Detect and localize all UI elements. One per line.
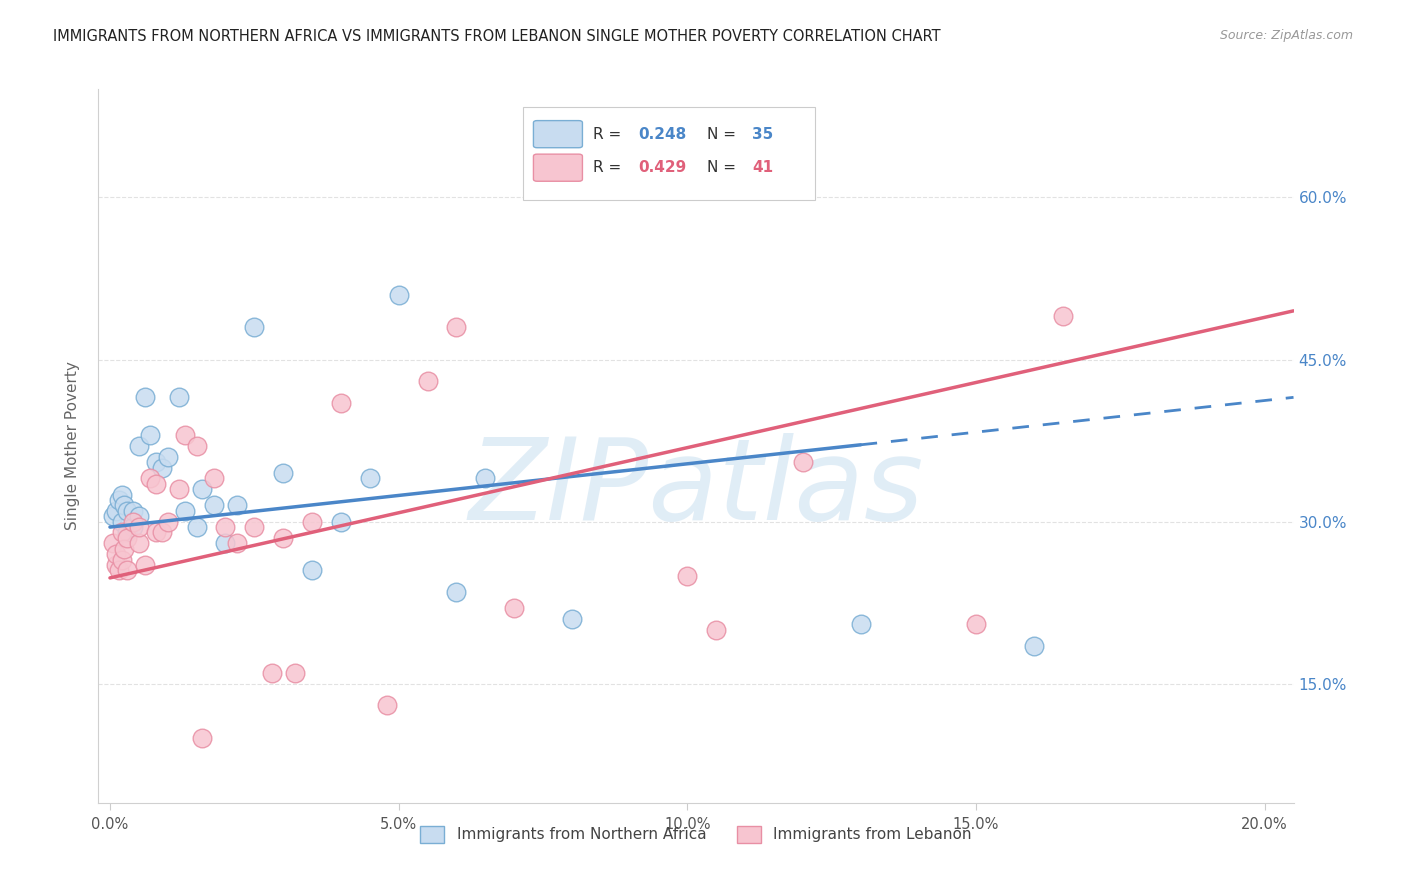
Point <box>561 612 583 626</box>
Point <box>139 471 162 485</box>
Point <box>191 482 214 496</box>
Point <box>156 450 179 464</box>
Text: 0.429: 0.429 <box>638 161 688 175</box>
Point <box>243 320 266 334</box>
Point <box>117 563 139 577</box>
Point <box>156 515 179 529</box>
Point <box>139 428 162 442</box>
Point <box>202 499 225 513</box>
Point <box>214 520 236 534</box>
Point <box>226 499 249 513</box>
Point <box>388 287 411 301</box>
Point <box>965 617 987 632</box>
FancyBboxPatch shape <box>533 120 582 148</box>
Point <box>145 476 167 491</box>
Text: N =: N = <box>707 161 741 175</box>
Point <box>117 525 139 540</box>
Point <box>112 499 135 513</box>
Point <box>271 466 294 480</box>
Point <box>110 525 132 540</box>
Point <box>110 488 132 502</box>
Y-axis label: Single Mother Poverty: Single Mother Poverty <box>65 361 80 531</box>
Point <box>260 666 283 681</box>
Point <box>128 536 150 550</box>
Point <box>446 585 468 599</box>
Point <box>104 558 127 572</box>
Point <box>359 471 381 485</box>
Point <box>619 169 641 183</box>
Point <box>676 568 699 582</box>
Text: R =: R = <box>593 161 626 175</box>
Point <box>792 455 814 469</box>
Point <box>134 558 156 572</box>
Point <box>101 536 124 550</box>
Point <box>226 536 249 550</box>
Point <box>474 471 496 485</box>
Text: Source: ZipAtlas.com: Source: ZipAtlas.com <box>1219 29 1353 42</box>
Point <box>174 428 197 442</box>
Point <box>101 509 124 524</box>
Point <box>150 460 173 475</box>
Point <box>301 515 323 529</box>
Point <box>104 547 127 561</box>
Point <box>110 515 132 529</box>
Point <box>122 515 145 529</box>
Point <box>301 563 323 577</box>
Point <box>112 541 135 556</box>
Point <box>375 698 398 713</box>
Point <box>107 563 129 577</box>
Point <box>214 536 236 550</box>
Point <box>167 390 190 404</box>
Point <box>167 482 190 496</box>
Point <box>704 623 727 637</box>
Point <box>186 520 208 534</box>
Point <box>186 439 208 453</box>
Text: R =: R = <box>593 127 626 142</box>
Point <box>329 396 352 410</box>
Point <box>329 515 352 529</box>
Legend: Immigrants from Northern Africa, Immigrants from Lebanon: Immigrants from Northern Africa, Immigra… <box>413 820 979 848</box>
Point <box>145 455 167 469</box>
Point <box>191 731 214 745</box>
Point <box>134 390 156 404</box>
Point <box>145 525 167 540</box>
Point <box>128 439 150 453</box>
Point <box>271 531 294 545</box>
Point <box>150 525 173 540</box>
Point <box>243 520 266 534</box>
FancyBboxPatch shape <box>523 107 815 200</box>
FancyBboxPatch shape <box>533 154 582 181</box>
Point <box>122 520 145 534</box>
Point <box>128 520 150 534</box>
Point <box>122 504 145 518</box>
Point <box>174 504 197 518</box>
Text: 0.248: 0.248 <box>638 127 688 142</box>
Point <box>104 504 127 518</box>
Point <box>107 493 129 508</box>
Text: ZIPatlas: ZIPatlas <box>468 434 924 544</box>
Text: 41: 41 <box>752 161 773 175</box>
Point <box>1022 639 1045 653</box>
Text: N =: N = <box>707 127 741 142</box>
Point <box>110 552 132 566</box>
Point <box>128 509 150 524</box>
Text: IMMIGRANTS FROM NORTHERN AFRICA VS IMMIGRANTS FROM LEBANON SINGLE MOTHER POVERTY: IMMIGRANTS FROM NORTHERN AFRICA VS IMMIG… <box>53 29 941 44</box>
Point <box>284 666 307 681</box>
Text: 35: 35 <box>752 127 773 142</box>
Point <box>446 320 468 334</box>
Point <box>117 504 139 518</box>
Point <box>202 471 225 485</box>
Point <box>416 374 439 388</box>
Point <box>503 601 526 615</box>
Point <box>849 617 872 632</box>
Point <box>1052 310 1074 324</box>
Point <box>117 531 139 545</box>
